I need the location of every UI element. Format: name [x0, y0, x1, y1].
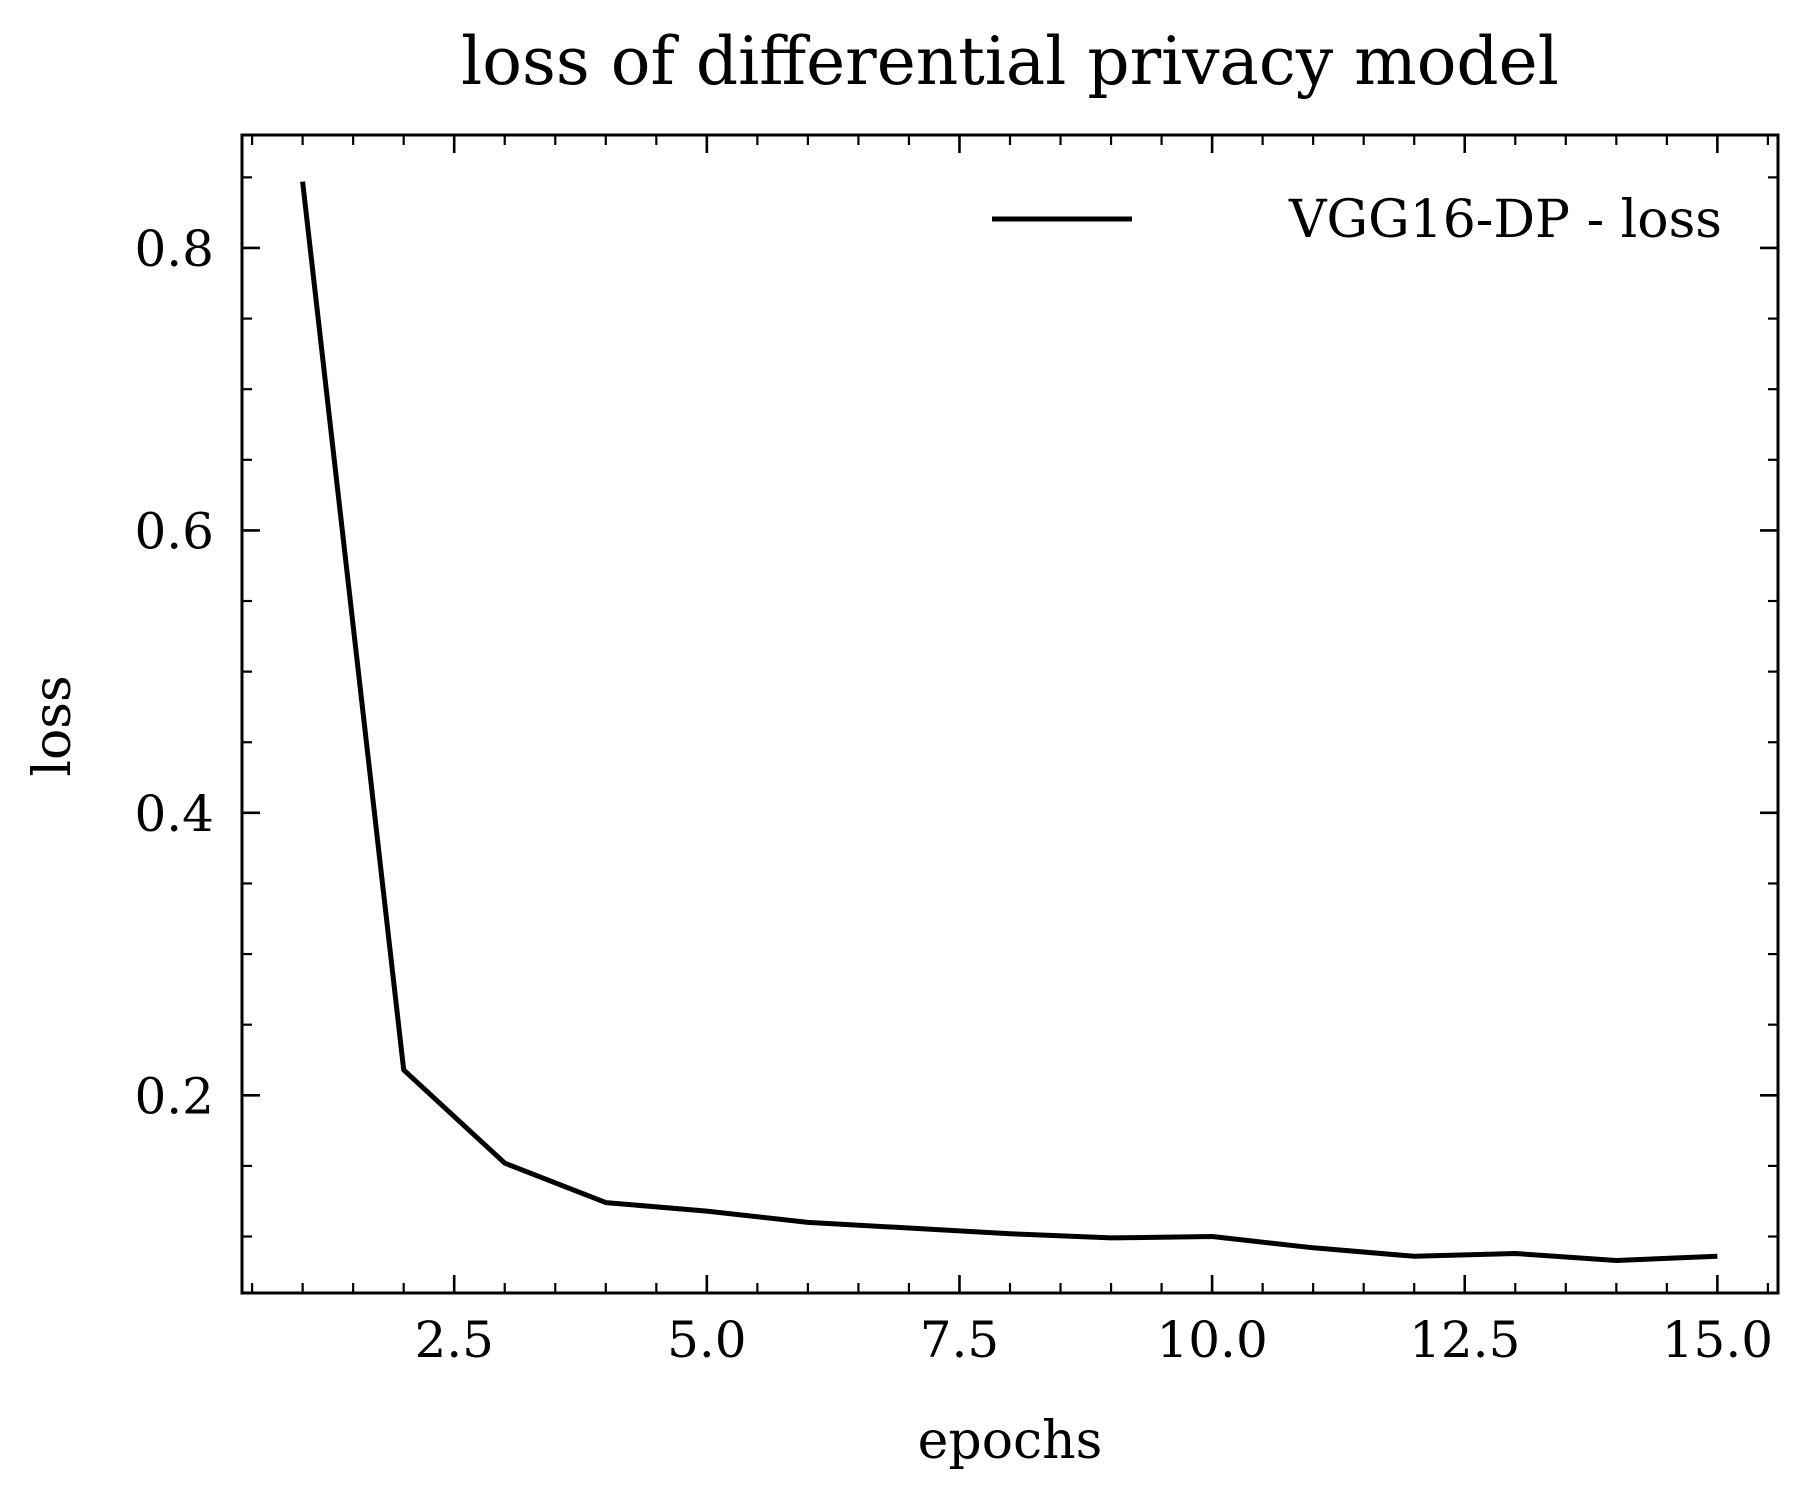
series-layer — [300, 181, 1718, 1263]
x-axis-ticks: 2.5 5.0 7.5 10.0 12.5 15.0 — [251, 135, 1773, 1369]
y-tick-label: 0.8 — [134, 220, 214, 278]
x-axis-label: epochs — [918, 1411, 1103, 1471]
series-line-vgg16-dp-loss — [300, 181, 1718, 1263]
y-axis-ticks: 0.2 0.4 0.6 0.8 — [134, 176, 1778, 1238]
chart-title: loss of differential privacy model — [461, 23, 1559, 100]
y-axis-label: loss — [23, 675, 83, 776]
plot-area-frame — [240, 133, 1780, 1295]
y-tick-label: 0.4 — [134, 785, 214, 843]
legend-label: VGG16-DP - loss — [1288, 190, 1722, 250]
x-tick-label: 7.5 — [920, 1311, 1000, 1369]
x-tick-label: 15.0 — [1662, 1311, 1773, 1369]
x-tick-label: 2.5 — [414, 1311, 494, 1369]
y-tick-label: 0.2 — [134, 1067, 214, 1125]
y-tick-label: 0.6 — [134, 502, 214, 560]
x-tick-label: 5.0 — [667, 1311, 747, 1369]
x-tick-label: 12.5 — [1409, 1311, 1520, 1369]
legend: VGG16-DP - loss — [992, 190, 1722, 250]
x-tick-label: 10.0 — [1156, 1311, 1267, 1369]
